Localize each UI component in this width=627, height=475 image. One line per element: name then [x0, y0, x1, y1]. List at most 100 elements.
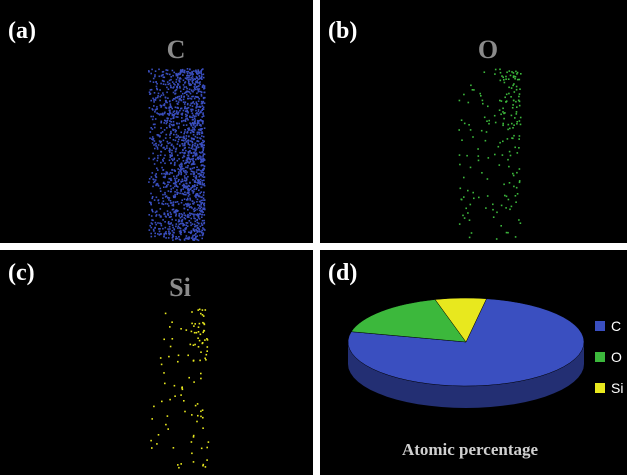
dot: [172, 226, 174, 229]
dot: [504, 96, 506, 99]
dot: [168, 113, 171, 115]
dot: [188, 154, 190, 156]
dot: [158, 234, 161, 236]
dot: [161, 143, 163, 146]
dot: [201, 210, 203, 213]
dot: [172, 111, 175, 113]
dot: [198, 194, 200, 197]
dot: [498, 109, 501, 111]
dot: [175, 147, 178, 150]
dot: [169, 109, 171, 111]
dot: [166, 101, 168, 104]
dot: [172, 139, 175, 141]
dot: [164, 183, 166, 185]
dot: [188, 157, 191, 160]
dot: [184, 77, 187, 79]
dot: [201, 171, 204, 174]
dot: [202, 108, 205, 110]
dot: [507, 158, 509, 161]
dot: [175, 225, 177, 228]
dot: [164, 173, 167, 176]
dot: [196, 96, 198, 98]
dot: [196, 73, 199, 75]
dot: [157, 233, 159, 235]
dot: [200, 144, 203, 147]
dot: [178, 236, 180, 238]
dot: [172, 187, 175, 189]
dot: [188, 144, 191, 146]
dot: [170, 144, 173, 147]
dot: [507, 123, 510, 126]
dot: [180, 201, 183, 204]
dot: [196, 194, 199, 196]
dot: [192, 102, 194, 104]
dot: [197, 168, 200, 171]
dot: [191, 112, 194, 115]
dot: [155, 210, 158, 213]
dot: [174, 139, 177, 142]
dot: [196, 238, 198, 241]
dot: [197, 182, 200, 185]
dot: [157, 199, 159, 202]
dot: [198, 229, 201, 231]
dot: [180, 463, 182, 465]
dot: [151, 219, 153, 221]
dot: [190, 441, 193, 443]
dot: [175, 78, 178, 81]
dot: [177, 354, 180, 357]
dot: [197, 106, 199, 108]
dot: [169, 73, 171, 76]
dot: [153, 101, 155, 103]
dot: [166, 121, 168, 123]
dot: [185, 115, 187, 118]
dot: [157, 92, 160, 95]
dot: [186, 171, 188, 173]
dot: [169, 345, 172, 348]
dot: [173, 110, 176, 112]
dot: [170, 121, 172, 123]
dot: [202, 184, 204, 186]
dot: [172, 145, 175, 148]
dot: [515, 186, 518, 189]
dot: [194, 181, 197, 183]
dot: [183, 193, 185, 196]
dot: [191, 236, 194, 238]
dot: [169, 136, 171, 139]
dot: [177, 186, 179, 188]
dot: [175, 175, 178, 177]
dot: [175, 100, 178, 102]
dot: [200, 169, 202, 172]
dot: [201, 102, 203, 104]
dot: [162, 169, 164, 171]
dot: [164, 119, 166, 122]
dot: [177, 464, 179, 466]
dot: [175, 213, 177, 216]
dot: [193, 117, 196, 119]
dot: [178, 172, 180, 175]
dot: [175, 81, 177, 83]
dot: [192, 179, 194, 181]
dot: [196, 201, 198, 203]
dot: [169, 103, 172, 105]
dot: [188, 129, 190, 131]
dot: [180, 222, 182, 225]
dot: [196, 224, 199, 227]
dot: [473, 197, 475, 200]
panel: [0, 250, 313, 475]
dot: [198, 189, 200, 192]
dot: [162, 80, 165, 82]
dot: [192, 213, 194, 216]
dot: [202, 113, 204, 116]
dot: [179, 169, 181, 171]
dot: [202, 211, 204, 213]
dot: [201, 231, 203, 234]
dot: [519, 88, 521, 90]
dot: [200, 74, 203, 76]
dot: [175, 177, 178, 180]
dot: [172, 159, 174, 162]
dot: [202, 174, 204, 176]
dot: [171, 338, 174, 340]
dot: [152, 77, 155, 80]
dot: [163, 112, 166, 115]
dot: [193, 166, 195, 169]
